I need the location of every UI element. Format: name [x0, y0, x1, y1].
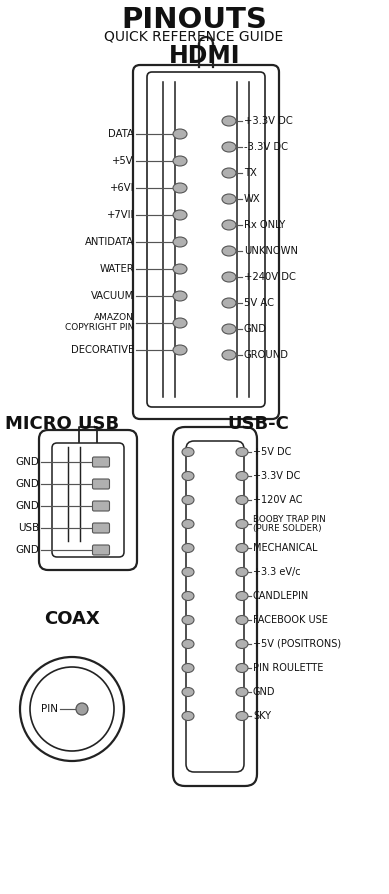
Ellipse shape [182, 544, 194, 552]
Text: -3.3V DC: -3.3V DC [244, 142, 288, 152]
Text: +7VII: +7VII [107, 210, 134, 220]
Ellipse shape [236, 544, 248, 552]
Ellipse shape [236, 471, 248, 480]
Ellipse shape [173, 237, 187, 247]
Ellipse shape [173, 156, 187, 166]
Text: MICRO USB: MICRO USB [5, 415, 119, 433]
Ellipse shape [222, 220, 236, 230]
Text: UNKNOWN: UNKNOWN [244, 246, 298, 256]
Text: +3.3V DC: +3.3V DC [253, 471, 300, 481]
Text: SKY: SKY [253, 711, 271, 721]
Ellipse shape [173, 291, 187, 301]
Ellipse shape [236, 639, 248, 648]
Text: +5V (POSITRONS): +5V (POSITRONS) [253, 639, 341, 649]
Ellipse shape [236, 712, 248, 721]
Ellipse shape [173, 210, 187, 220]
Ellipse shape [236, 663, 248, 672]
Text: GND: GND [15, 501, 39, 511]
Text: TX: TX [244, 168, 257, 178]
Text: GND: GND [244, 324, 267, 334]
Text: +5V: +5V [112, 156, 134, 166]
FancyBboxPatch shape [93, 523, 109, 533]
Text: CANDLEPIN: CANDLEPIN [253, 591, 309, 601]
Ellipse shape [173, 129, 187, 139]
Text: WATER: WATER [99, 264, 134, 274]
Text: GND: GND [15, 457, 39, 467]
Ellipse shape [222, 272, 236, 282]
Ellipse shape [182, 615, 194, 625]
Ellipse shape [236, 495, 248, 504]
FancyBboxPatch shape [93, 545, 109, 555]
Text: USB: USB [18, 523, 39, 533]
FancyBboxPatch shape [93, 457, 109, 467]
Ellipse shape [182, 687, 194, 696]
Text: COPYRIGHT PIN: COPYRIGHT PIN [65, 324, 134, 333]
Ellipse shape [236, 448, 248, 457]
Ellipse shape [182, 712, 194, 721]
Ellipse shape [182, 495, 194, 504]
Ellipse shape [182, 568, 194, 577]
Text: +6VI: +6VI [109, 183, 134, 193]
Text: +5V DC: +5V DC [253, 447, 291, 457]
Ellipse shape [222, 142, 236, 152]
Text: PINOUTS: PINOUTS [121, 6, 267, 34]
Text: GROUND: GROUND [244, 350, 289, 360]
Ellipse shape [236, 592, 248, 601]
Text: BOOBY TRAP PIN: BOOBY TRAP PIN [253, 515, 326, 524]
Text: DATA: DATA [108, 129, 134, 139]
Ellipse shape [222, 168, 236, 178]
FancyBboxPatch shape [93, 479, 109, 489]
Ellipse shape [173, 345, 187, 355]
Text: MECHANICAL: MECHANICAL [253, 543, 317, 553]
Text: 5V AC: 5V AC [244, 298, 274, 308]
Text: GND: GND [253, 687, 275, 697]
FancyBboxPatch shape [93, 501, 109, 511]
Ellipse shape [222, 194, 236, 204]
Text: +120V AC: +120V AC [253, 495, 303, 505]
Ellipse shape [173, 318, 187, 328]
Ellipse shape [182, 663, 194, 672]
Text: GND: GND [15, 479, 39, 489]
Text: HDMI: HDMI [169, 44, 241, 68]
Ellipse shape [222, 246, 236, 256]
Text: QUICK REFERENCE GUIDE: QUICK REFERENCE GUIDE [104, 30, 284, 44]
Ellipse shape [173, 264, 187, 274]
Text: COAX: COAX [44, 610, 100, 628]
Ellipse shape [182, 592, 194, 601]
Ellipse shape [173, 183, 187, 193]
Text: +3.3V DC: +3.3V DC [244, 116, 293, 126]
Text: VACUUM: VACUUM [91, 291, 134, 301]
Ellipse shape [236, 615, 248, 625]
Ellipse shape [182, 519, 194, 528]
Ellipse shape [236, 687, 248, 696]
Text: FACEBOOK USE: FACEBOOK USE [253, 615, 328, 625]
Text: WX: WX [244, 194, 261, 204]
Ellipse shape [222, 350, 236, 360]
Text: PIN ROULETTE: PIN ROULETTE [253, 663, 323, 673]
Text: Rx ONLY: Rx ONLY [244, 220, 285, 230]
Ellipse shape [222, 324, 236, 334]
Text: USB-C: USB-C [227, 415, 289, 433]
Ellipse shape [222, 116, 236, 126]
Ellipse shape [222, 298, 236, 308]
Text: AMAZON: AMAZON [94, 314, 134, 323]
Text: +240V DC: +240V DC [244, 272, 296, 282]
Ellipse shape [236, 519, 248, 528]
Ellipse shape [182, 471, 194, 480]
Text: PIN: PIN [41, 704, 58, 714]
Ellipse shape [182, 448, 194, 457]
Ellipse shape [182, 639, 194, 648]
Circle shape [76, 703, 88, 715]
Text: DECORATIVE: DECORATIVE [71, 345, 134, 355]
Ellipse shape [236, 568, 248, 577]
Text: GND: GND [15, 545, 39, 555]
Text: (PURE SOLDER): (PURE SOLDER) [253, 525, 322, 534]
Text: +3.3 eV/c: +3.3 eV/c [253, 567, 301, 577]
Text: ANTIDATA: ANTIDATA [85, 237, 134, 247]
